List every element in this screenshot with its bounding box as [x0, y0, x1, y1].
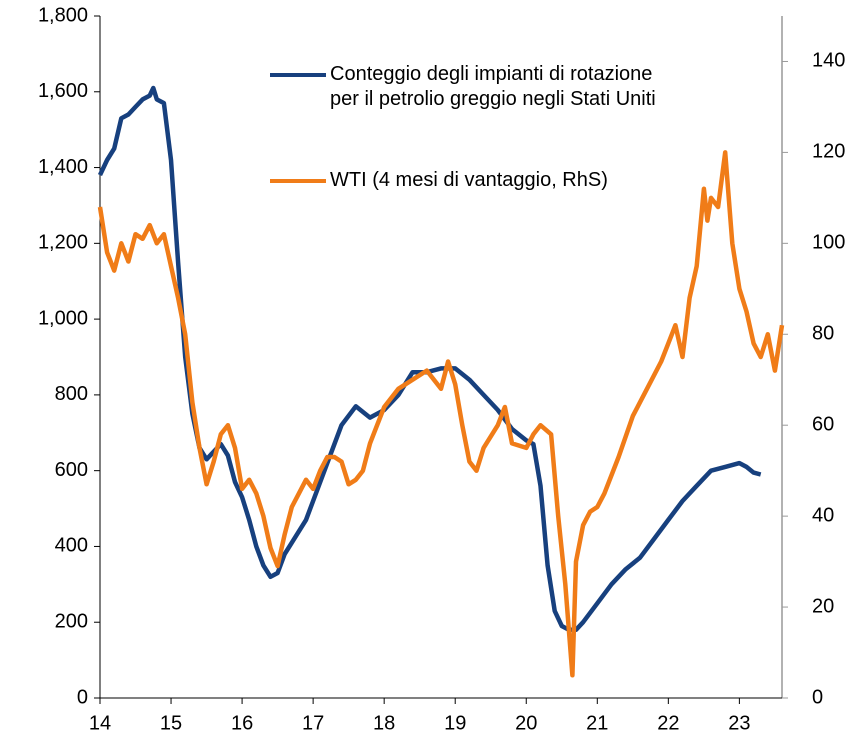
y2-tick-label: 40 — [812, 504, 834, 526]
y-tick-label: 400 — [55, 535, 88, 557]
x-tick-label: 14 — [89, 712, 111, 734]
y-tick-label: 600 — [55, 459, 88, 481]
y-tick-label: 1,200 — [38, 232, 88, 254]
x-tick-label: 23 — [728, 712, 750, 734]
y2-tick-label: 140 — [812, 50, 845, 72]
series-line — [97, 85, 762, 633]
y2-tick-label: 20 — [812, 595, 834, 617]
x-tick-label: 20 — [515, 712, 537, 734]
y-tick-label: 0 — [77, 686, 88, 708]
legend-label: Conteggio degli impianti di rotazione pe… — [330, 63, 656, 110]
legend-item: WTI (4 mesi di vantaggio, RhS) — [270, 168, 690, 193]
x-tick-label: 22 — [657, 712, 679, 734]
x-tick-label: 21 — [586, 712, 608, 734]
legend-swatch — [270, 73, 326, 77]
y2-tick-label: 60 — [812, 413, 834, 435]
x-tick-label: 17 — [302, 712, 324, 734]
y-tick-label: 1,400 — [38, 156, 88, 178]
y-tick-label: 1,600 — [38, 80, 88, 102]
y-tick-label: 1,800 — [38, 4, 88, 26]
legend-swatch — [270, 179, 326, 183]
y2-tick-label: 80 — [812, 323, 834, 345]
y2-tick-label: 120 — [812, 141, 845, 163]
legend-label: WTI (4 mesi di vantaggio, RhS) — [330, 169, 608, 191]
x-tick-label: 18 — [373, 712, 395, 734]
legend-item: Conteggio degli impianti di rotazione pe… — [270, 62, 670, 112]
y2-tick-label: 0 — [812, 686, 823, 708]
x-tick-label: 15 — [160, 712, 182, 734]
x-tick-label: 19 — [444, 712, 466, 734]
y-tick-label: 1,000 — [38, 307, 88, 329]
y-tick-label: 200 — [55, 611, 88, 633]
x-tick-label: 16 — [231, 712, 253, 734]
y-tick-label: 800 — [55, 383, 88, 405]
y2-tick-label: 100 — [812, 232, 845, 254]
series-line — [97, 150, 785, 678]
